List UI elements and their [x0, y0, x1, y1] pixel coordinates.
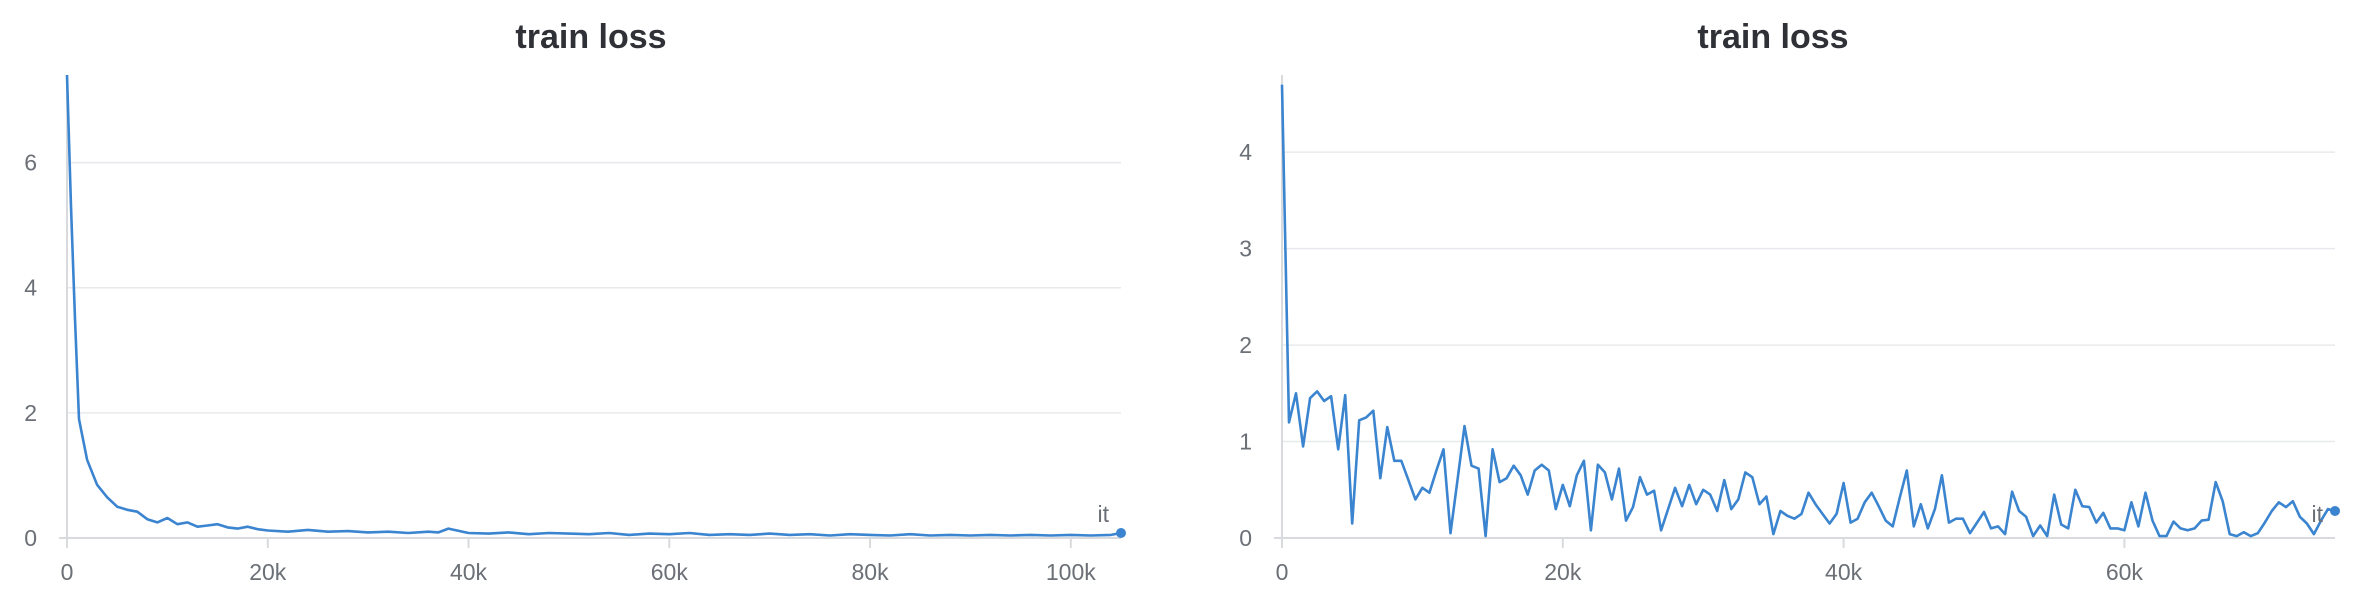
x-tick-label: 80k	[852, 559, 890, 585]
y-tick-label: 1	[1239, 429, 1252, 455]
y-tick-label: 3	[1239, 236, 1252, 262]
y-tick-label: 4	[24, 275, 37, 301]
chart-title: train loss	[1697, 18, 1849, 56]
series-line	[65, 74, 1122, 537]
x-tick-label: 60k	[651, 559, 689, 585]
chart-panel-1: train loss 0 2 4 6 0 20k 40k 60k 80k 100k it	[0, 0, 1182, 610]
chart-title: train loss	[515, 18, 667, 56]
chart-2-plot[interactable]: 0 1 2 3 4 0 20k 40k 60k it	[1182, 0, 2364, 610]
x-tick-label: 0	[61, 559, 74, 585]
y-tick-label: 0	[1239, 525, 1252, 551]
chart-panel-2: train loss 0 1 2 3 4 0 20k 40k 60k it	[1182, 0, 2364, 610]
x-tick-label: 20k	[1544, 559, 1582, 585]
y-tick-label: 2	[1239, 332, 1252, 358]
x-tick-label: 60k	[2106, 559, 2144, 585]
x-tick-label: 40k	[1825, 559, 1863, 585]
chart-1-plot[interactable]: 0 2 4 6 0 20k 40k 60k 80k 100k it	[0, 0, 1182, 610]
x-axis-label: it	[1098, 501, 1110, 527]
x-tick-label: 0	[1276, 559, 1289, 585]
y-tick-label: 4	[1239, 139, 1252, 165]
series-endpoint	[1116, 527, 1126, 538]
x-axis-label: it	[2312, 501, 2324, 527]
x-tick-label: 40k	[450, 559, 488, 585]
y-tick-label: 2	[24, 400, 37, 426]
x-tick-label: 100k	[1046, 559, 1096, 585]
y-tick-label: 6	[24, 150, 37, 176]
x-tick-label: 20k	[249, 559, 287, 585]
series-endpoint	[2330, 505, 2340, 516]
series-line	[1280, 84, 2336, 538]
y-tick-label: 0	[24, 525, 37, 551]
